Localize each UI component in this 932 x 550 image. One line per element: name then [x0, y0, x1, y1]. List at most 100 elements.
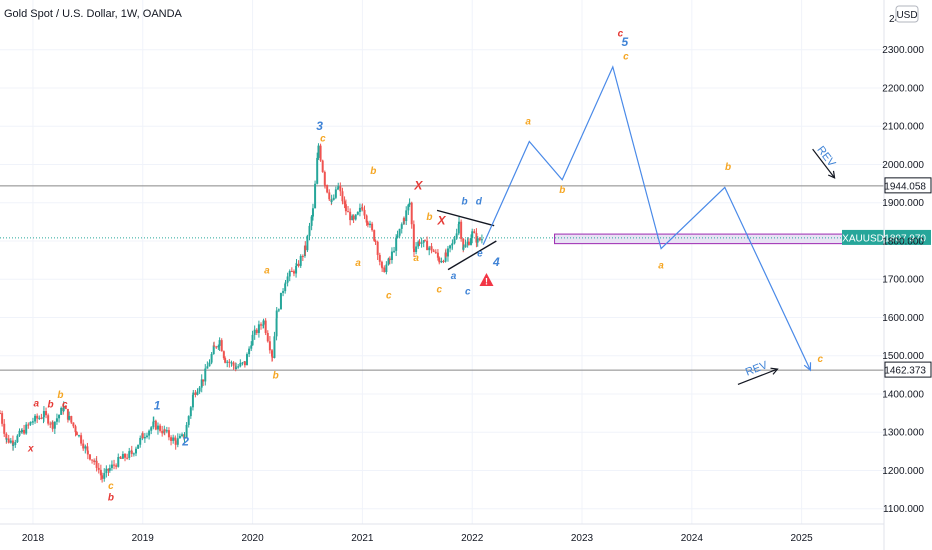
candle-body [156, 425, 159, 430]
candle-body [105, 468, 108, 474]
candle-body [154, 420, 157, 430]
wave-label: c [386, 290, 392, 301]
candle-body [432, 250, 435, 252]
projection-line [482, 65, 811, 371]
candle-body [423, 240, 426, 242]
candle-body [417, 241, 420, 247]
wave-label: a [355, 258, 361, 269]
wave-label: a [658, 261, 664, 272]
wave-label: b [461, 197, 467, 208]
candle-body [224, 358, 227, 363]
candle-body [426, 240, 429, 251]
candle-body [407, 204, 410, 211]
candle-body [191, 394, 194, 408]
candle-body [262, 320, 265, 325]
candle-body [344, 204, 347, 212]
candle-body [257, 324, 260, 333]
candle-body [250, 345, 253, 349]
candle-body [220, 340, 223, 352]
candle-body [58, 414, 61, 419]
candle-body [72, 422, 75, 427]
candle-body [412, 224, 415, 249]
candle-body [152, 420, 155, 422]
candle-body [3, 423, 6, 434]
candle-body [316, 157, 319, 184]
candle-body [480, 239, 483, 241]
candle-body [47, 415, 50, 424]
candle-body [460, 221, 463, 239]
candle-body [260, 324, 263, 326]
candle-body [332, 197, 335, 200]
wave-label: c [320, 134, 326, 145]
y-tick-label: 2000.000 [882, 160, 924, 171]
candle-body [478, 238, 481, 241]
wave-label: b [57, 390, 63, 401]
candle-body [352, 215, 355, 220]
candle-body [440, 260, 443, 263]
candle-body [339, 186, 342, 192]
candle-body [282, 291, 285, 293]
wave-label: a [33, 399, 39, 410]
rev-arrow-line [737, 368, 778, 385]
candle-body [9, 440, 12, 443]
candle-body [121, 454, 124, 459]
y-tick-label-partial: 24 [889, 14, 901, 25]
candle-body [174, 440, 177, 445]
candle-body [86, 450, 89, 455]
rev-arrow-head [827, 170, 836, 179]
triangle-upper-line [436, 209, 495, 227]
currency-badge[interactable]: USD [895, 5, 919, 23]
level-label: 1944.058 [884, 181, 926, 192]
candle-body [243, 361, 246, 366]
candle-body [222, 351, 225, 359]
candle-body [5, 433, 8, 440]
candle-body [237, 366, 240, 368]
candle-body [135, 448, 137, 454]
candle-body [466, 241, 469, 245]
y-tick-label: 2200.000 [882, 83, 924, 94]
candle-body [99, 469, 102, 476]
candle-body [334, 189, 337, 198]
price-label: 1807.970 [884, 233, 926, 244]
wave-label: c [108, 481, 114, 492]
candle-body [395, 237, 398, 251]
zone-box [554, 233, 880, 245]
candle-body [420, 242, 423, 244]
candle-body [132, 453, 135, 455]
wave-label: 4 [492, 255, 500, 269]
candle-body [299, 256, 302, 266]
candle-body [317, 145, 320, 158]
candle-body [268, 341, 271, 351]
projection-arrowhead [803, 362, 812, 372]
candle-body [248, 348, 251, 355]
wave-label: b [370, 166, 376, 177]
y-tick-label: 1200.000 [882, 466, 924, 477]
candle-body [108, 468, 111, 471]
candle-body [128, 451, 131, 458]
wave-label: X [413, 178, 423, 192]
candle-body [380, 261, 383, 268]
candle-body [218, 340, 221, 346]
y-tick-label: 1500.000 [882, 351, 924, 362]
candle-body [192, 392, 195, 395]
wave-label: c [465, 287, 471, 298]
candle-body [148, 430, 151, 436]
candle-body [412, 248, 415, 252]
level-badge [884, 177, 932, 194]
candle-body [40, 417, 43, 419]
candle-body [390, 251, 393, 261]
candle-body [279, 292, 282, 310]
candle-body [178, 435, 181, 439]
candle-body [266, 332, 269, 342]
candle-body [239, 362, 242, 367]
candle-body [25, 424, 28, 434]
candle-body [23, 429, 26, 434]
candle-body [337, 186, 340, 189]
x-tick-label: 2021 [351, 533, 374, 544]
candle-body [428, 247, 431, 251]
candle-body [473, 231, 476, 234]
candle-body [393, 250, 396, 252]
